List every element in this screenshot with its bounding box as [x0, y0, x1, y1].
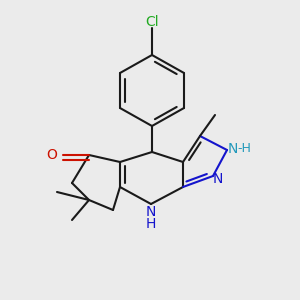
Text: H: H — [146, 217, 156, 231]
Text: O: O — [46, 148, 57, 162]
Text: Cl: Cl — [145, 15, 159, 29]
Text: -H: -H — [237, 142, 251, 155]
Text: N: N — [228, 142, 238, 156]
Text: N: N — [213, 172, 223, 186]
Text: N: N — [146, 205, 156, 219]
